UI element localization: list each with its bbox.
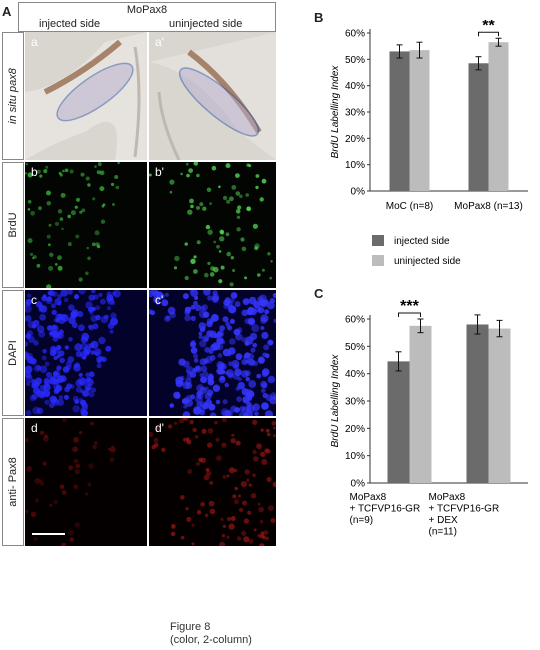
y-tick-label: 10%	[345, 451, 365, 462]
micrograph-pax8-uninjected: d'	[149, 418, 276, 546]
figure-caption-subtitle: (color, 2-column)	[170, 634, 252, 646]
y-tick-label: 60%	[345, 315, 365, 326]
y-tick-label: 10%	[345, 160, 365, 171]
legend-label: uninjected side	[394, 256, 461, 267]
brdu-injected-image	[25, 162, 120, 288]
figure-caption-title: Figure 8	[170, 621, 211, 633]
legend-swatch	[372, 235, 384, 246]
insitu-uninjected-image	[149, 32, 276, 160]
panel-label-b-prime: b'	[155, 165, 164, 179]
y-tick-label: 40%	[345, 81, 365, 92]
panel-label-b: b	[31, 165, 38, 179]
bar-injected-side	[389, 51, 410, 191]
panel-label-d: d	[31, 421, 38, 435]
dapi-uninjected-image	[149, 290, 276, 416]
y-axis-label: BrdU Labelling Index	[330, 354, 341, 448]
chart-b: BrdU Labelling Index 0% 10% 20% 30% 40% 50% 60%…	[330, 20, 528, 267]
significance-label: ***	[400, 298, 419, 315]
category-label: (n=9)	[350, 515, 374, 526]
legend-swatch	[372, 255, 384, 266]
micrograph-dapi-uninjected: c'	[149, 290, 276, 416]
category-label: MoC (n=8)	[386, 201, 434, 212]
y-tick-label: 20%	[345, 424, 365, 435]
legend-label: injected side	[394, 236, 450, 247]
bar-injected-side	[468, 63, 489, 191]
panel-a-header: MoPax8 injected side uninjected side	[18, 2, 276, 32]
bar-injected-side	[466, 324, 489, 483]
bar-uninjected-side	[488, 42, 509, 191]
category-label: MoPax8	[429, 492, 466, 503]
pax8-injected-image	[25, 418, 116, 546]
category-label: + DEX	[429, 515, 459, 526]
chart-c: BrdU Labelling Index 0% 10% 20% 30% 40% 50% 60%…	[330, 298, 528, 538]
significance-bracket	[478, 31, 499, 37]
row-label-insitu: in situ pax8	[2, 32, 24, 160]
y-tick-label: 50%	[345, 55, 365, 66]
header-title: MoPax8	[126, 4, 168, 16]
panel-label-d-prime: d'	[155, 421, 164, 435]
micrograph-insitu-uninjected: a'	[149, 32, 276, 160]
panel-label-a: a	[31, 35, 38, 49]
y-tick-label: 30%	[345, 397, 365, 408]
row-label-brdu: BrdU	[2, 162, 24, 288]
panel-c-letter: C	[314, 286, 324, 301]
brdu-uninjected-image	[149, 162, 273, 287]
dapi-injected-image	[25, 290, 121, 416]
bar-uninjected-side	[409, 325, 432, 483]
significance-bracket	[398, 312, 421, 317]
category-label: (n=11)	[429, 527, 457, 538]
micrograph-brdu-injected: b	[25, 162, 147, 288]
header-injected-side: injected side	[39, 18, 101, 30]
insitu-injected-image	[25, 32, 147, 160]
row-label-anti-pax8: anti- Pax8	[2, 418, 24, 546]
micrograph-brdu-uninjected: b'	[149, 162, 276, 288]
panel-label-a-prime: a'	[155, 35, 164, 49]
y-tick-label: 0%	[351, 479, 366, 490]
category-label: MoPax8	[350, 492, 387, 503]
panel-label-c: c	[31, 293, 37, 307]
y-tick-label: 60%	[345, 29, 365, 40]
bar-injected-side	[387, 361, 410, 483]
micrograph-pax8-injected: d	[25, 418, 147, 546]
y-tick-label: 0%	[351, 187, 366, 198]
pax8-uninjected-image	[149, 418, 276, 546]
category-label: MoPax8 (n=13)	[454, 201, 523, 212]
micrograph-dapi-injected: c	[25, 290, 147, 416]
panel-a-letter: A	[2, 4, 12, 19]
bar-uninjected-side	[488, 328, 511, 483]
row-label-dapi: DAPI	[2, 290, 24, 416]
category-label: + TCFVP16-GR	[350, 504, 421, 515]
micrograph-insitu-injected: a	[25, 32, 147, 160]
panel-b-letter: B	[314, 10, 324, 25]
significance-label: **	[482, 20, 495, 34]
header-uninjected-side: uninjected side	[169, 18, 243, 30]
panel-label-c-prime: c'	[155, 293, 164, 307]
category-label: + TCFVP16-GR	[429, 504, 500, 515]
y-tick-label: 40%	[345, 369, 365, 380]
y-tick-label: 50%	[345, 342, 365, 353]
y-axis-label: BrdU Labelling Index	[330, 65, 341, 159]
y-tick-label: 20%	[345, 134, 365, 145]
y-tick-label: 30%	[345, 108, 365, 119]
bar-uninjected-side	[409, 50, 430, 191]
